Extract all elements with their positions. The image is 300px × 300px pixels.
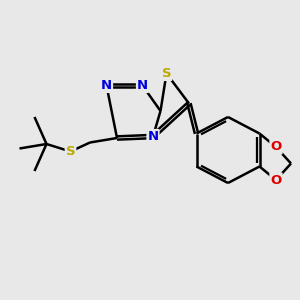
Text: N: N [137, 79, 148, 92]
Text: S: S [162, 67, 171, 80]
Text: S: S [66, 145, 75, 158]
Text: O: O [270, 173, 282, 187]
Text: N: N [147, 130, 159, 143]
Text: O: O [270, 140, 282, 154]
Text: N: N [101, 79, 112, 92]
